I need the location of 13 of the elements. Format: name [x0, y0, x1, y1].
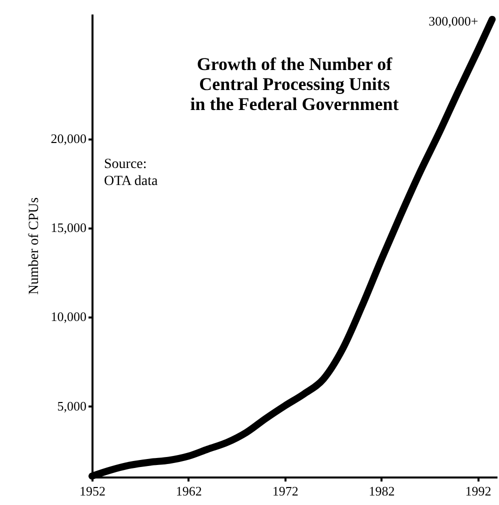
annotation: 300,000+ — [428, 13, 478, 28]
y-tick-label: 5,000 — [57, 398, 86, 414]
x-tick-label: 1962 — [176, 484, 202, 498]
x-tick-label: 1952 — [80, 484, 106, 498]
text: Growth of the Number of Central Processing Units in the Federal Government — [190, 54, 399, 114]
y-tick-label: 20,000 — [50, 131, 86, 146]
y-tick-label: 15,000 — [50, 220, 86, 236]
annotation: Source: OTA data — [104, 157, 158, 189]
y-tick-label: 10,000 — [50, 309, 86, 324]
y-axis-title: Number of CPUs — [26, 197, 42, 295]
x-tick-label: 1992 — [465, 484, 492, 498]
x-tick-label: 1982 — [368, 484, 395, 498]
x-tick-label: 1972 — [272, 484, 298, 498]
